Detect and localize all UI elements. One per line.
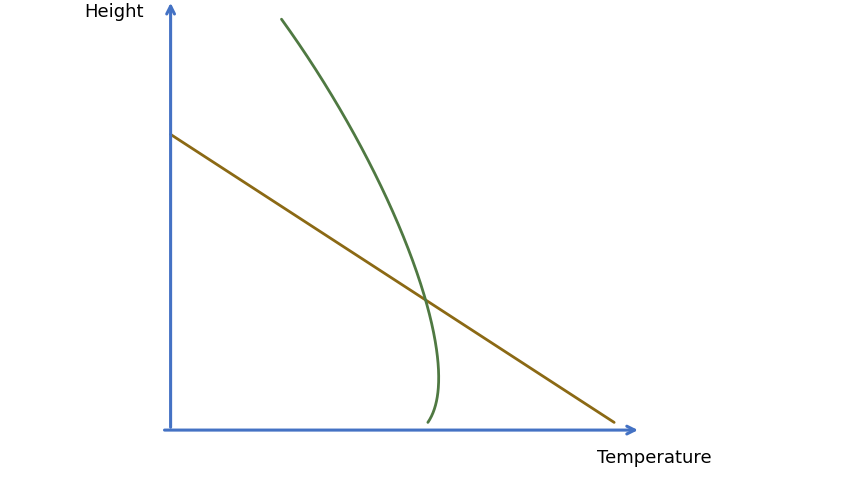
Text: Height: Height — [84, 2, 144, 21]
Text: Temperature: Temperature — [596, 449, 711, 468]
